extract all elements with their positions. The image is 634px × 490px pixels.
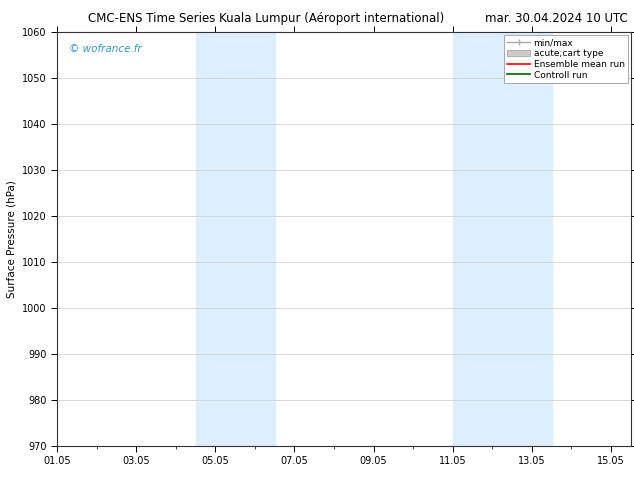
Text: © wofrance.fr: © wofrance.fr	[68, 44, 141, 54]
Y-axis label: Surface Pressure (hPa): Surface Pressure (hPa)	[6, 180, 16, 298]
Bar	[195, 32, 275, 446]
Legend: min/max, acute;cart type, Ensemble mean run, Controll run: min/max, acute;cart type, Ensemble mean …	[504, 35, 628, 83]
Text: mar. 30.04.2024 10 UTC: mar. 30.04.2024 10 UTC	[485, 12, 628, 25]
Bar	[453, 32, 552, 446]
Text: CMC-ENS Time Series Kuala Lumpur (Aéroport international): CMC-ENS Time Series Kuala Lumpur (Aéropo…	[88, 12, 444, 25]
